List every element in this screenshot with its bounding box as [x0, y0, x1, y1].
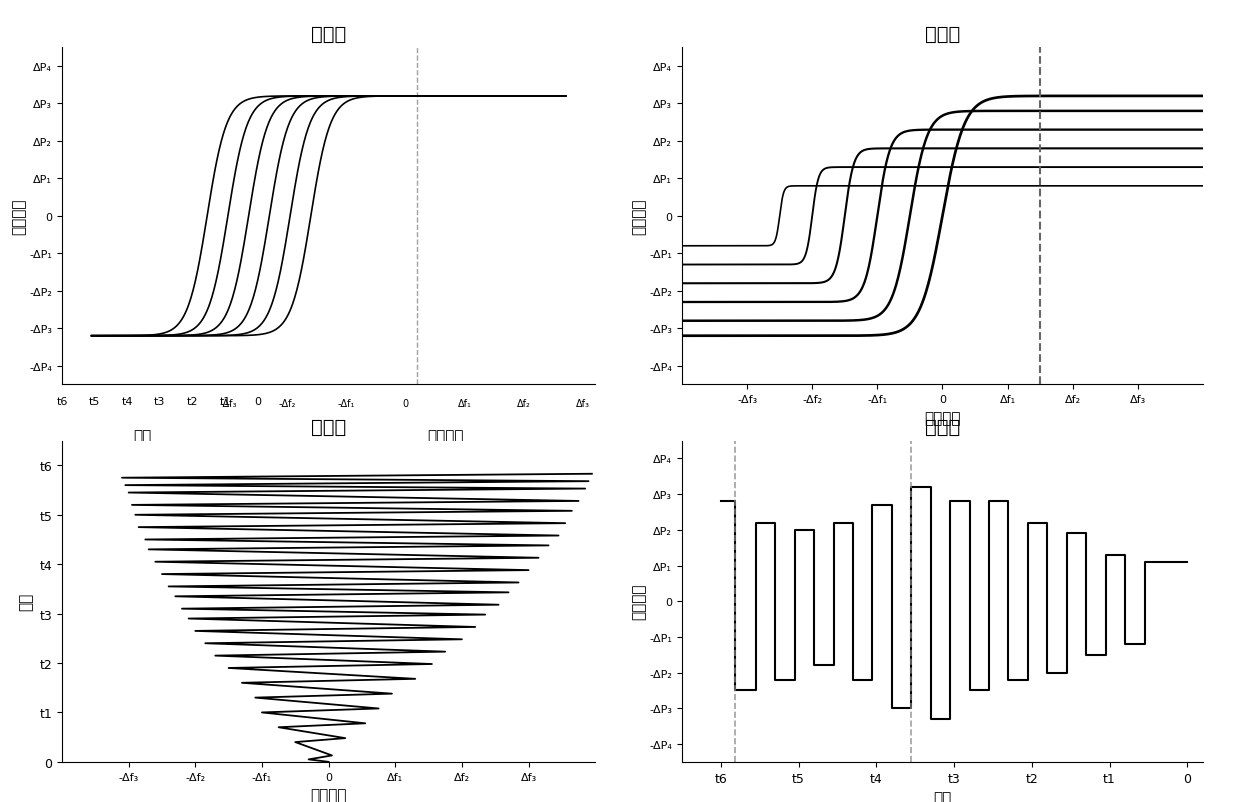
Y-axis label: 发电指令: 发电指令 — [631, 583, 646, 620]
Text: -Δf₂: -Δf₂ — [279, 398, 296, 408]
Text: 0: 0 — [403, 398, 409, 408]
Title: 三维图: 三维图 — [311, 25, 346, 44]
Text: t4: t4 — [122, 396, 133, 406]
Y-axis label: 发电指令: 发电指令 — [11, 198, 26, 235]
Text: 时间: 时间 — [133, 429, 151, 444]
Text: 0: 0 — [254, 396, 260, 406]
Y-axis label: 时间: 时间 — [19, 593, 33, 610]
Text: t2: t2 — [186, 396, 198, 406]
Text: t5: t5 — [89, 396, 100, 406]
Text: t1: t1 — [219, 396, 231, 406]
Text: Δf₂: Δf₂ — [517, 398, 531, 408]
Text: -Δf₁: -Δf₁ — [337, 398, 355, 408]
Text: t3: t3 — [154, 396, 165, 406]
X-axis label: 频率偏差: 频率偏差 — [924, 410, 961, 425]
Title: 俧视图: 俧视图 — [311, 418, 346, 437]
X-axis label: 时间: 时间 — [934, 790, 951, 802]
Text: Δf₃: Δf₃ — [577, 398, 590, 408]
X-axis label: 频率偏差: 频率偏差 — [310, 787, 347, 802]
Text: -Δf₃: -Δf₃ — [219, 398, 237, 408]
Text: t6: t6 — [56, 396, 68, 406]
Title: 主视图: 主视图 — [925, 25, 960, 44]
Title: 左视图: 左视图 — [925, 418, 960, 437]
Text: Δf₁: Δf₁ — [458, 398, 471, 408]
Y-axis label: 发电指令: 发电指令 — [631, 198, 646, 235]
Text: 频率偏差: 频率偏差 — [428, 429, 464, 444]
